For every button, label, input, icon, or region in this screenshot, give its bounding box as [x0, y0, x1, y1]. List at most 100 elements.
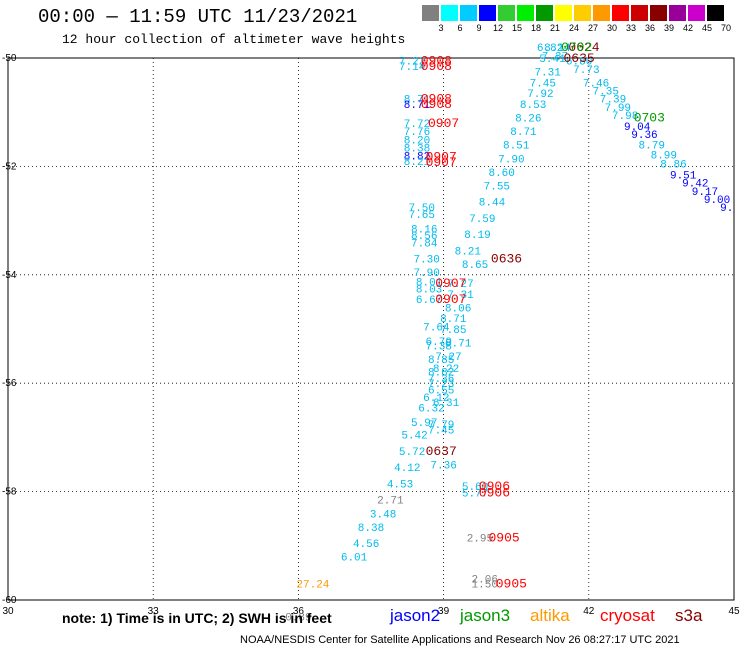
wave-height-label: 5.41 — [539, 54, 566, 66]
wave-height-label: 7.85 — [440, 325, 466, 337]
wave-height-label: 4.53 — [387, 479, 413, 491]
satellite-legend-altika: altika — [530, 606, 570, 625]
scale-label: 15 — [511, 23, 522, 33]
wave-height-label: 9.36 — [631, 130, 657, 142]
wave-height-label: 8.01 — [416, 277, 443, 289]
wave-height-label: 7.31 — [534, 68, 561, 80]
wave-height-label: 2.95 — [467, 534, 493, 546]
wave-height-label: 8.44 — [479, 198, 506, 210]
x-tick-label: 45 — [728, 606, 740, 617]
satellite-legend-jason2: jason2 — [390, 606, 441, 625]
x-tick-label: 39 — [438, 606, 450, 617]
satellite-legend-cryosat: cryosat — [600, 606, 655, 625]
plot-frame — [7, 57, 735, 601]
scale-swatch — [517, 5, 534, 21]
wave-height-label: 8.51 — [503, 141, 530, 153]
wave-height-label: 2.06 — [472, 574, 498, 586]
scale-swatch — [536, 5, 553, 21]
wave-height-label: 5.72 — [399, 447, 425, 459]
credit-line: NOAA/NESDIS Center for Satellite Applica… — [240, 634, 680, 646]
wave-height-label: 6.67 — [416, 295, 442, 307]
scale-label: 42 — [682, 23, 693, 33]
wave-height-label: 5.97 — [411, 418, 437, 430]
wave-height-label: 7.76 — [404, 127, 430, 139]
track-time-label: 0908 — [421, 59, 452, 74]
scale-swatch — [460, 5, 477, 21]
x-tick-label: 36 — [293, 606, 305, 617]
y-tick-label: -58 — [2, 487, 17, 498]
scale-swatch — [441, 5, 458, 21]
wave-height-label: 6.12 — [423, 393, 449, 405]
wave-height-label: 8.86 — [660, 160, 686, 172]
wave-height-label: 6.01 — [341, 553, 368, 565]
track-time-label: 0637 — [426, 444, 457, 459]
wave-height-label: 9. — [720, 203, 733, 215]
wave-height-label: 7.90 — [413, 268, 439, 280]
wave-height-label: 8.19 — [464, 230, 490, 242]
wave-height-label: 8.60 — [488, 168, 514, 180]
wave-height-label: 8.53 — [520, 100, 546, 112]
wave-height-label: 7.31 — [447, 290, 474, 302]
satellite-legend-jason3: jason3 — [460, 606, 511, 625]
wave-height-label: 2.71 — [377, 496, 404, 508]
wave-height-label: 7.72 — [404, 119, 430, 131]
track-time-label: 0908 — [421, 97, 452, 112]
track-time-label: 0905 — [496, 577, 527, 592]
scale-swatch — [707, 5, 724, 21]
scale-label: 18 — [530, 23, 541, 33]
wave-height-label: 7.79 — [428, 420, 454, 432]
track-time-label: 0908 — [421, 54, 452, 69]
wave-height-label: 6.82 — [537, 43, 563, 55]
scale-label: 70 — [720, 23, 731, 33]
x-tick-label: 30 — [2, 606, 14, 617]
y-tick-label: -56 — [2, 378, 17, 389]
wave-height-label: 9.42 — [682, 179, 708, 191]
wave-height-label: 7.59 — [469, 214, 495, 226]
scale-label: 27 — [587, 23, 598, 33]
scale-label: 12 — [492, 23, 503, 33]
x-tick-label: 33 — [148, 606, 160, 617]
wave-height-label: 5.60 — [462, 482, 488, 494]
scale-swatch — [422, 5, 439, 21]
chart-subtitle: 12 hour collection of altimeter wave hei… — [62, 32, 406, 47]
scale-swatch — [650, 5, 667, 21]
wave-height-label: 7.37 — [542, 51, 568, 63]
track-time-label: 0907 — [426, 155, 457, 170]
wave-height-label: 7.22 — [399, 57, 425, 69]
wave-height-label: 8.99 — [651, 150, 677, 162]
track-time-label: 0702 — [561, 40, 592, 55]
wave-height-label: 5.42 — [401, 431, 427, 443]
wave-height-label: 8.38 — [358, 523, 384, 535]
wave-height-label: 3.48 — [370, 509, 396, 521]
scale-label: 24 — [568, 23, 579, 33]
wave-height-label: 7.46 — [583, 78, 609, 90]
wave-height-label: 8.82 — [404, 152, 430, 164]
satellite-legend-s3a: s3a — [675, 606, 703, 625]
wave-height-label: 8.06 — [445, 303, 471, 315]
wave-height-label: 27.24 — [296, 580, 329, 592]
track-time-label: 0905 — [488, 531, 519, 546]
wave-height-label: 7.92 — [527, 89, 553, 101]
wave-height-label: 0.89 — [285, 612, 311, 624]
footer-note: note: 1) Time is in UTC; 2) SWH is in fe… — [62, 610, 332, 626]
scale-swatch — [612, 5, 629, 21]
wave-height-label: 7.27 — [435, 352, 461, 364]
wave-height-label: 8.79 — [639, 141, 665, 153]
track-time-label: 0635 — [564, 51, 595, 66]
scale-label: 9 — [476, 23, 482, 33]
wave-height-label: 6.31 — [433, 398, 460, 410]
wave-height-label: 8.65 — [462, 260, 488, 272]
chart-title: 00:00 — 11:59 UTC 11/23/2021 — [38, 6, 358, 28]
wave-height-label: 6.80 — [566, 57, 592, 69]
track-time-label: 0906 — [479, 479, 510, 494]
track-time-label: 0908 — [421, 92, 452, 107]
scale-swatch — [498, 5, 515, 21]
wave-height-label: 9.00 — [704, 195, 730, 207]
scale-swatch — [688, 5, 705, 21]
scale-swatch — [631, 5, 648, 21]
wave-height-label: 7.35 — [593, 87, 619, 99]
wave-height-label: 8.26 — [515, 114, 541, 126]
scale-label: 6 — [457, 23, 463, 33]
wave-height-label: 4.56 — [353, 539, 379, 551]
